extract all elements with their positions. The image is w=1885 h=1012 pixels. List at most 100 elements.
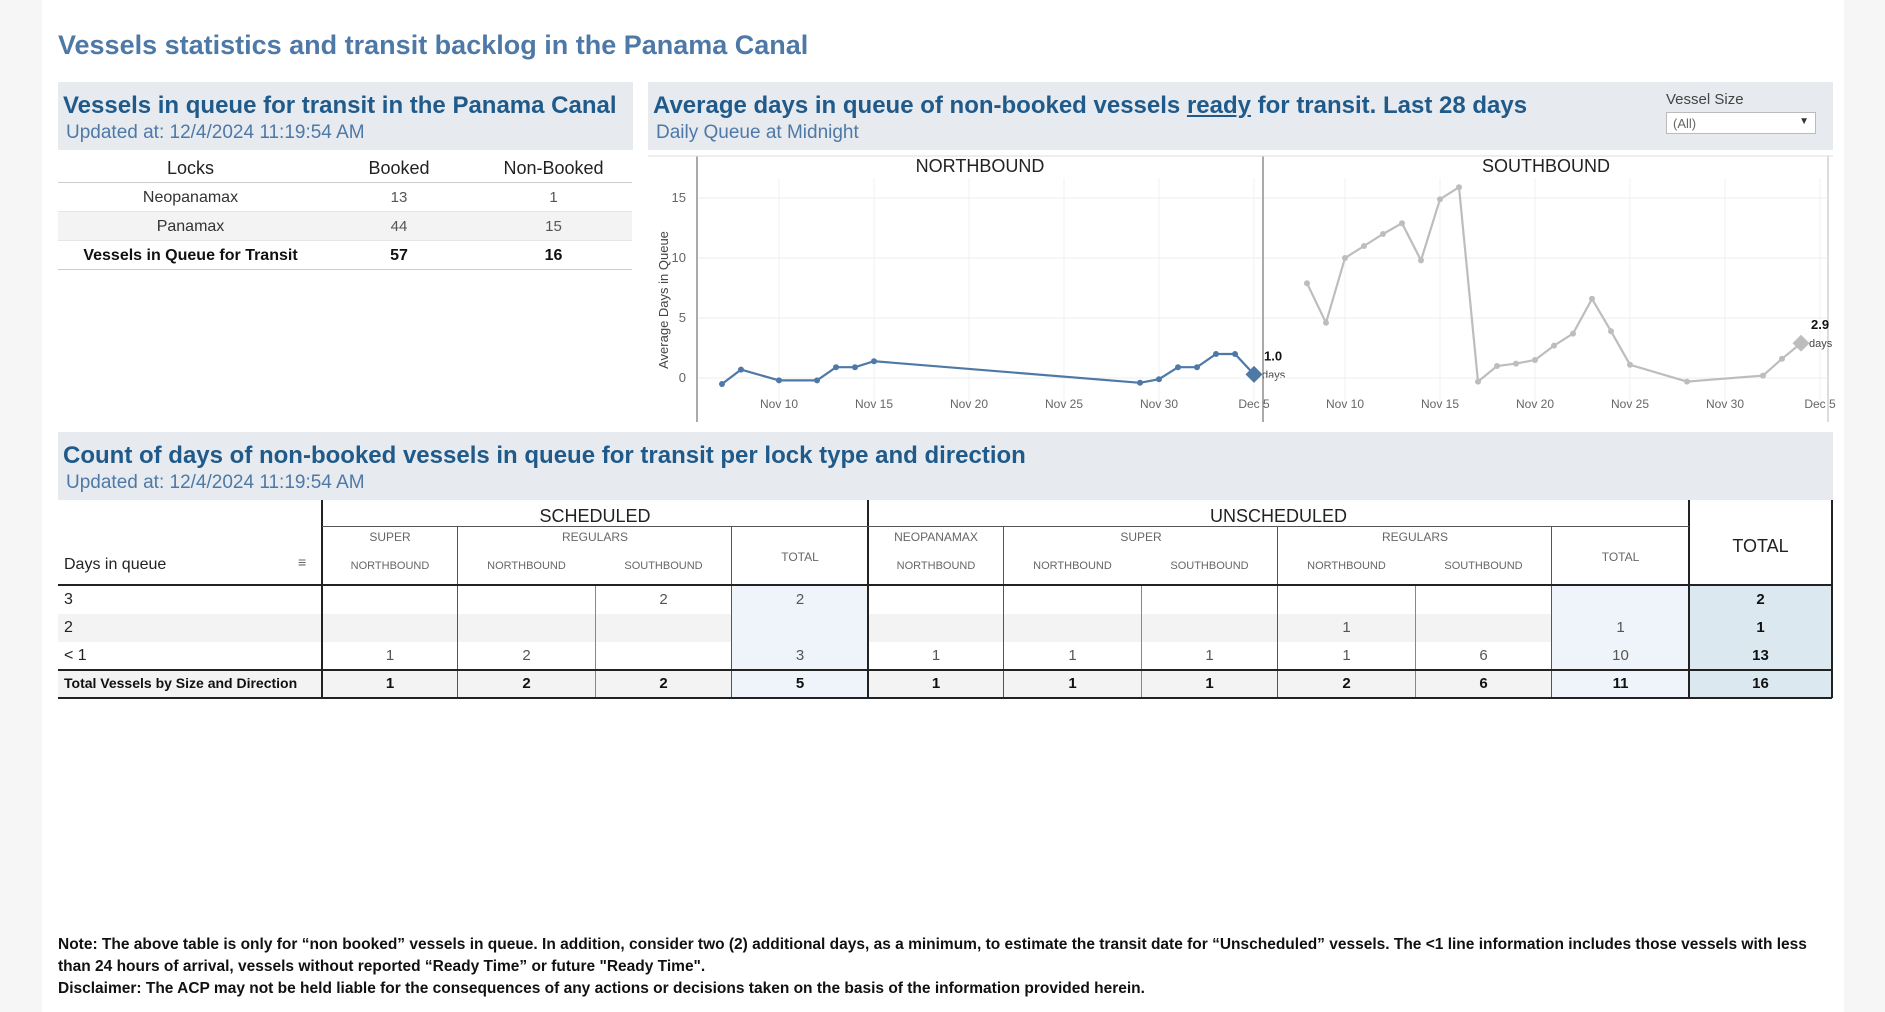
table-vline <box>1688 500 1690 698</box>
count-cell: 2 <box>1756 591 1765 608</box>
data-point <box>1304 280 1310 287</box>
avg-panel-title: Average days in queue of non-booked vess… <box>653 92 1527 120</box>
count-cell: 1 <box>1342 647 1351 664</box>
data-point <box>1684 378 1690 385</box>
count-cell: 1 <box>1756 619 1765 636</box>
count-cell: 2 <box>522 675 531 692</box>
count-cell: 2 <box>1342 675 1351 692</box>
data-point <box>1551 342 1557 349</box>
count-cell: 1 <box>931 647 941 664</box>
x-tick-label: Nov 10 <box>760 397 798 411</box>
x-tick-label: Nov 25 <box>1611 397 1649 411</box>
queue-panel-updated: Updated at: 12/4/2024 11:19:54 AM <box>66 122 365 143</box>
total-label: Vessels in Queue for Transit <box>83 247 298 264</box>
count-cell: 5 <box>795 675 805 692</box>
end-value-label: 2.9 <box>1811 317 1829 332</box>
count-cell: 13 <box>1752 647 1769 664</box>
row-label: Total Vessels by Size and Direction <box>64 675 298 691</box>
x-tick-label: Nov 20 <box>950 397 988 411</box>
table-vline <box>1003 526 1004 698</box>
disclaimer-text: Disclaimer: The ACP may not be held liab… <box>58 980 1145 997</box>
vessel-size-value: (All) <box>1673 116 1697 131</box>
data-point <box>1399 220 1405 227</box>
data-point <box>1494 363 1500 369</box>
booked-header: Booked <box>368 158 430 178</box>
data-point <box>1627 361 1633 368</box>
table-vline <box>595 586 596 698</box>
row-band <box>58 670 1832 698</box>
row-label: 3 <box>64 591 73 608</box>
queue-panel-title: Vessels in queue for transit in the Pana… <box>63 92 617 119</box>
data-point <box>833 364 839 371</box>
data-point <box>1361 243 1367 249</box>
series-line <box>721 352 1255 385</box>
total-non-booked: 16 <box>544 247 563 264</box>
table-hline <box>58 584 1832 586</box>
count-cell: 10 <box>1612 647 1629 664</box>
queue-table-header: Locks Booked Non-Booked <box>58 154 632 183</box>
data-point <box>1589 295 1595 302</box>
count-cell: 2 <box>522 647 531 664</box>
non-booked-value: 1 <box>549 189 558 206</box>
direction-header: NORTHBOUND <box>487 560 566 572</box>
direction-header: NORTHBOUND <box>350 560 430 572</box>
avg-panel-header: Average days in queue of non-booked vess… <box>648 82 1833 150</box>
dashboard-page: Vessels statistics and transit backlog i… <box>42 0 1844 1012</box>
count-cell: 1 <box>1616 619 1625 636</box>
row-label: 2 <box>64 619 73 636</box>
count-cell: 1 <box>1205 675 1214 692</box>
table-vline <box>867 500 869 698</box>
table-vline <box>457 526 458 698</box>
booked-value: 44 <box>390 218 408 235</box>
vessel-size-select[interactable]: (All) ▼ <box>1666 112 1816 134</box>
page-title: Vessels statistics and transit backlog i… <box>58 30 809 60</box>
table-hline <box>58 669 1832 671</box>
x-tick-label: Nov 15 <box>1421 397 1459 411</box>
direction-header: NORTHBOUND <box>896 560 976 572</box>
data-point <box>1380 231 1386 237</box>
end-value-label: 1.0 <box>1264 348 1282 363</box>
data-point <box>852 364 858 371</box>
count-cell: 1 <box>385 675 395 692</box>
non-booked-value: 15 <box>545 218 562 235</box>
note-text: Note: The above table is only for “non b… <box>58 936 1807 975</box>
count-cell: 16 <box>1752 675 1769 692</box>
table-vline <box>1831 500 1833 698</box>
data-point <box>1418 257 1424 264</box>
lock-name: Panamax <box>156 218 225 235</box>
avg-panel-subtitle: Daily Queue at Midnight <box>656 122 859 143</box>
data-point <box>814 377 820 384</box>
table-vline <box>1277 526 1278 698</box>
count-cell: 1 <box>385 647 395 664</box>
table-vline <box>321 500 323 698</box>
count-cell: 3 <box>795 647 805 664</box>
queue-panel-header: Vessels in queue for transit in the Pana… <box>58 82 633 150</box>
x-tick-label: Nov 30 <box>1140 397 1178 411</box>
end-unit-label: days <box>1809 338 1833 350</box>
count-cell: 1 <box>931 675 941 692</box>
table-hline <box>58 697 1832 699</box>
data-point <box>1323 319 1329 326</box>
count-table: SCHEDULED UNSCHEDULED TOTAL SUPER REGULARS TO… <box>58 500 1833 702</box>
sort-icon: ≡ <box>298 554 307 570</box>
subgroup-header: REGULARS <box>1381 530 1449 544</box>
note-section: Note: The above table is only for “non b… <box>58 934 1828 1000</box>
data-point <box>1342 255 1348 261</box>
data-point <box>719 381 725 387</box>
count-cell: 1 <box>1068 675 1077 692</box>
queue-total-row: Vessels in Queue for Transit 57 16 <box>58 241 632 270</box>
y-axis-label: Average Days in Queue <box>656 231 671 369</box>
direction-header: NORTHBOUND <box>1033 560 1112 572</box>
chart-pane-southbound: SOUTHBOUND Nov 10 Nov 15 Nov 20 Nov 25 Nov 30… <box>1264 156 1836 411</box>
direction-header: SOUTHBOUND <box>1444 560 1523 572</box>
data-point <box>1175 364 1181 371</box>
avg-title-part: for transit. Last 28 days <box>1250 92 1528 119</box>
total-col-band <box>732 586 868 698</box>
subgroup-header: REGULARS <box>561 530 629 544</box>
count-panel-title: Count of days of non-booked vessels in q… <box>63 442 1026 469</box>
subgroup-header: SUPER <box>1120 530 1162 544</box>
direction-header: SOUTHBOUND <box>624 560 703 572</box>
data-point <box>1232 351 1238 357</box>
count-panel-updated: Updated at: 12/4/2024 11:19:54 AM <box>66 472 365 493</box>
data-point <box>1532 357 1538 363</box>
